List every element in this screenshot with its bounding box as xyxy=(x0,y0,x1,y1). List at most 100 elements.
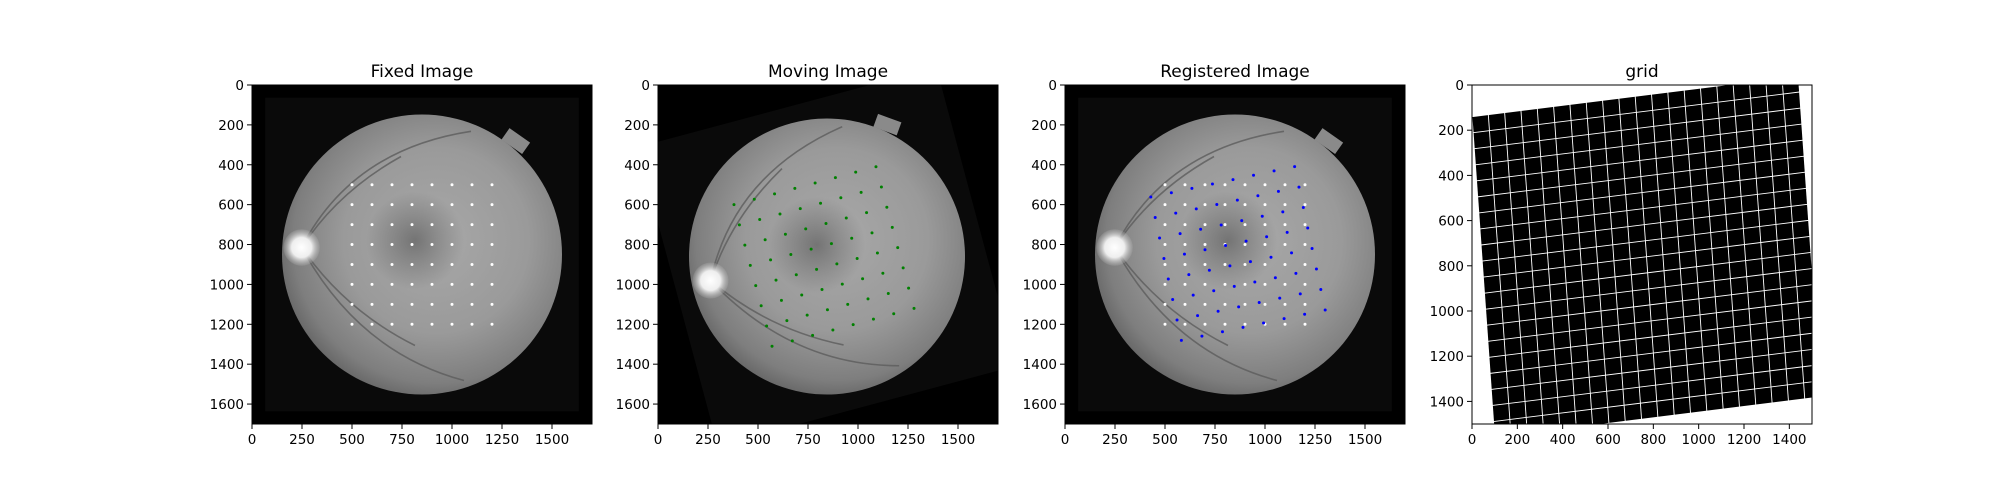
rim-notch xyxy=(1314,128,1344,155)
y-tick-label: 600 xyxy=(624,198,650,214)
landmark-point xyxy=(410,243,414,247)
landmark-point xyxy=(752,197,756,201)
landmark-point xyxy=(410,282,414,286)
grid-line xyxy=(1491,348,1812,390)
vessel xyxy=(709,279,900,367)
landmark-point xyxy=(1196,314,1200,318)
grid-line xyxy=(1683,90,1708,412)
landmark-point xyxy=(779,298,783,302)
macula xyxy=(1179,191,1277,290)
landmark-point xyxy=(1283,322,1287,326)
landmark-point xyxy=(1219,223,1223,227)
landmark-point xyxy=(490,282,494,286)
landmark-point xyxy=(829,242,833,246)
landmark-point xyxy=(1163,243,1167,247)
landmark-point xyxy=(865,211,869,215)
landmark-point xyxy=(470,203,474,207)
landmark-point xyxy=(370,262,374,266)
landmark-point xyxy=(1223,183,1227,187)
x-tick-label: 1500 xyxy=(1348,432,1382,448)
x-tick-label: 750 xyxy=(389,432,415,448)
fundus xyxy=(658,85,998,424)
landmark-point xyxy=(450,322,454,326)
landmark-point xyxy=(875,251,879,255)
landmark-point xyxy=(1163,183,1167,187)
warped-region xyxy=(1472,85,1812,424)
landmark-point xyxy=(1183,262,1187,266)
landmark-point xyxy=(824,221,828,225)
landmark-point xyxy=(490,302,494,306)
landmark-point xyxy=(839,196,843,200)
landmark-point xyxy=(390,302,394,306)
landmark-point xyxy=(1183,203,1187,207)
axes-frame xyxy=(657,84,999,425)
y-axis: 0 200 400 600 800 1000 1200 1400 1600 xyxy=(1023,78,1065,413)
landmark-point xyxy=(1163,262,1167,266)
grid-line xyxy=(1488,316,1812,358)
landmark-point xyxy=(804,227,808,231)
landmark-point xyxy=(450,203,454,207)
landmark-point xyxy=(350,302,354,306)
landmark-point xyxy=(370,322,374,326)
landmark-point xyxy=(1223,322,1227,326)
y-tick-label: 400 xyxy=(624,158,650,174)
landmark-point xyxy=(785,319,789,323)
optic-disc xyxy=(692,262,729,299)
y-tick-label: 1600 xyxy=(616,397,650,413)
x-tick-label: 1000 xyxy=(435,432,469,448)
x-tick-label: 0 xyxy=(248,432,257,448)
landmark-point xyxy=(1243,322,1247,326)
y-tick-label: 800 xyxy=(218,238,244,254)
vessel xyxy=(300,247,465,382)
landmark-point xyxy=(1256,194,1260,198)
x-tick-label: 250 xyxy=(1102,432,1128,448)
landmark-point xyxy=(1223,203,1227,207)
x-tick-label: 1250 xyxy=(1298,432,1332,448)
landmark-point xyxy=(1306,226,1310,230)
landmark-point xyxy=(1243,183,1247,187)
landmark-point xyxy=(886,292,890,296)
landmark-point xyxy=(819,201,823,205)
x-tick-label: 1000 xyxy=(1681,432,1715,448)
y-tick-label: 1200 xyxy=(1023,317,1057,333)
landmark-point xyxy=(1298,292,1302,296)
panel-moving-image: Moving Image 0 250 500 750 1000 1250 1500 0 200… xyxy=(616,62,999,448)
landmark-point xyxy=(430,262,434,266)
landmark-point xyxy=(1265,235,1269,239)
grid-line xyxy=(1492,365,1812,406)
landmark-point xyxy=(800,293,804,297)
y-tick-label: 400 xyxy=(1031,158,1057,174)
landmark-point xyxy=(778,212,782,216)
landmark-point xyxy=(732,203,736,207)
vessel xyxy=(300,130,472,248)
landmark-point xyxy=(737,223,741,227)
landmark-point xyxy=(350,322,354,326)
y-tick-label: 800 xyxy=(624,238,650,254)
landmark-point xyxy=(881,271,885,275)
y-tick-label: 200 xyxy=(218,118,244,134)
landmark-point xyxy=(1294,271,1298,275)
landmark-point xyxy=(390,322,394,326)
grid-line xyxy=(1484,252,1811,294)
landmark-point xyxy=(835,262,839,266)
y-tick-label: 1000 xyxy=(1023,277,1057,293)
landmark-point xyxy=(1303,282,1307,286)
landmark-point xyxy=(1183,183,1187,187)
landmark-point xyxy=(1203,302,1207,306)
landmark-point xyxy=(1223,302,1227,306)
x-tick-label: 400 xyxy=(1550,432,1576,448)
vessel xyxy=(1113,247,1278,382)
landmark-point xyxy=(450,282,454,286)
y-tick-label: 800 xyxy=(1438,259,1464,275)
landmark-point xyxy=(450,243,454,247)
landmark-point xyxy=(1216,309,1220,313)
landmark-point xyxy=(410,322,414,326)
y-tick-label: 1200 xyxy=(616,317,650,333)
x-tick-label: 1500 xyxy=(535,432,569,448)
landmark-point xyxy=(450,183,454,187)
landmark-point xyxy=(748,263,752,267)
landmark-point xyxy=(1203,183,1207,187)
landmark-point xyxy=(1203,248,1207,252)
x-tick-label: 1500 xyxy=(941,432,975,448)
